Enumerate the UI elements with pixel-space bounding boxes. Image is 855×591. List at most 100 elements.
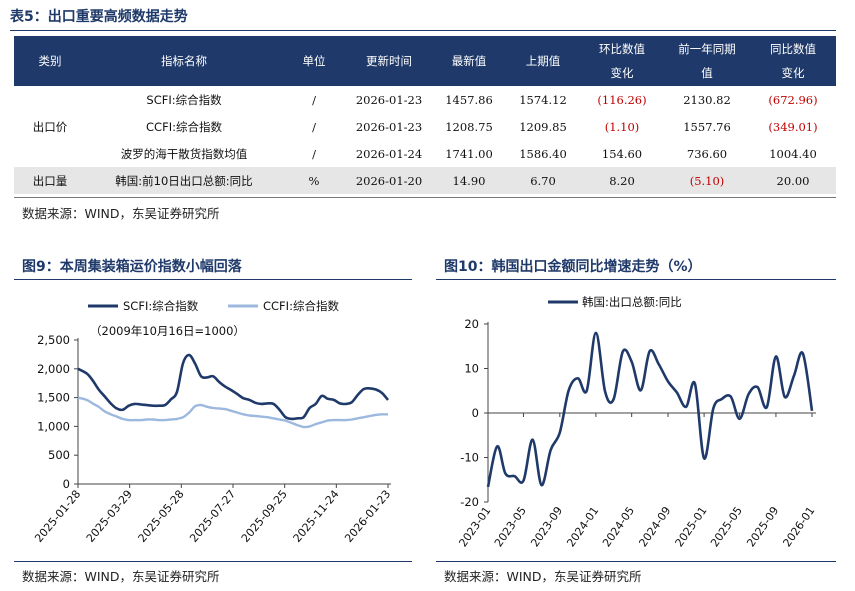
figure9-source: 数据来源：WIND，东吴证券研究所 xyxy=(22,569,220,584)
previous-value-cell: 1574.12 xyxy=(519,92,567,107)
year-ago-value-cell: 1557.76 xyxy=(683,119,731,134)
x-tick-label: 2023-05 xyxy=(492,504,529,549)
y-tick-label: 10 xyxy=(464,362,479,376)
yoy-change-cell: (349.01) xyxy=(768,119,818,134)
x-tick-label: 2025-07-27 xyxy=(187,488,238,545)
header-text: 上期值 xyxy=(525,54,561,68)
x-tick-label: 2025-01 xyxy=(673,504,710,549)
x-tick-label: 2025-03-29 xyxy=(84,488,135,545)
table-row: 出口量 韩国:前10日出口总额:同比% 2026-01-20 14.90 6.70 8.2… xyxy=(14,167,836,194)
x-tick-label: 2026-01 xyxy=(780,504,817,549)
table-header-cell: 指标名称 xyxy=(86,36,282,86)
yoy-change-cell: (672.96) xyxy=(768,92,818,107)
latest-value-cell: 1457.86 xyxy=(445,92,493,107)
x-tick-label: 2024-05 xyxy=(600,504,637,549)
latest-value-cell: 1208.75 xyxy=(445,119,493,134)
export-data-table: 类别 指标名称 单位 更新时间 最新值 上期值 环比数值 变化 前一年同期值同比数值 变化 出口价… xyxy=(14,36,836,194)
yoy-change-cell: 1004.40 xyxy=(769,146,817,161)
header-text: 类别 xyxy=(38,54,62,68)
y-tick-label: 500 xyxy=(48,448,70,462)
header-text: 变化 xyxy=(610,66,634,80)
x-tick-label: 2026-01-23 xyxy=(342,488,393,545)
header-text: 同比数值 xyxy=(770,42,816,56)
header-text: 前一年同期 xyxy=(678,42,736,56)
unit-cell: / xyxy=(312,119,316,134)
table-header-cell: 前一年同期值 xyxy=(664,36,750,86)
header-text: 变化 xyxy=(781,66,805,80)
legend-label: 韩国:出口总额:同比 xyxy=(582,295,682,309)
figure9-title-rule xyxy=(14,279,412,280)
latest-value-cell: 14.90 xyxy=(432,167,506,194)
header-text: 值 xyxy=(701,66,713,80)
date-cell: 2026-01-23 xyxy=(355,119,423,134)
series-line-korea-exports xyxy=(486,331,814,488)
table-header-cell: 最新值 xyxy=(432,36,506,86)
yoy-change-cell: 20.00 xyxy=(750,167,836,194)
table-header-row: 类别 指标名称 单位 更新时间 最新值 上期值 环比数值 变化 前一年同期值同比数值 变化 xyxy=(14,36,836,86)
figure10-bottom-rule xyxy=(436,561,836,562)
figure9-bottom-rule xyxy=(14,561,412,562)
previous-value-cell: 1209.85 xyxy=(519,119,567,134)
indicator-name-cell: 韩国:前10日出口总额:同比 xyxy=(86,167,282,194)
previous-value-cell: 6.70 xyxy=(506,167,580,194)
unit-cell: / xyxy=(312,92,316,107)
legend-label: CCFI:综合指数 xyxy=(263,299,339,313)
x-tick-label: 2025-11-24 xyxy=(291,488,342,545)
y-tick-label: 1,000 xyxy=(37,419,70,433)
previous-value-cell: 1586.40 xyxy=(519,146,567,161)
x-tick-label: 2025-09 xyxy=(744,504,781,549)
mom-change-cell: 8.20 xyxy=(580,167,664,194)
table-title: 表5：出口重要高频数据走势 xyxy=(10,9,188,25)
x-tick-label: 2024-01 xyxy=(564,504,601,549)
series-line-ccfi xyxy=(77,396,389,429)
year-ago-value-cell: (5.10) xyxy=(664,167,750,194)
series-line-scfi xyxy=(77,353,390,421)
x-tick-label: 2025-05 xyxy=(708,504,745,549)
latest-value-cell: 1741.00 xyxy=(445,146,493,161)
figure9-title: 图9：本周集装箱运价指数小幅回落 xyxy=(22,259,242,275)
figure10-title: 图10：韩国出口金额同比增速走势（%） xyxy=(444,259,702,275)
header-text: 更新时间 xyxy=(366,54,412,68)
indicator-name-cell: 波罗的海干散货指数均值 xyxy=(120,146,248,161)
y-tick-label: 0 xyxy=(63,477,70,491)
indicator-name-cell: SCFI:综合指数 xyxy=(146,92,222,107)
figure10-title-rule xyxy=(436,279,836,280)
indicator-name-cell: CCFI:综合指数 xyxy=(146,119,222,134)
table-header-cell: 同比数值 变化 xyxy=(750,36,836,86)
y-tick-label: 2,000 xyxy=(37,362,70,376)
legend-label: SCFI:综合指数 xyxy=(123,299,199,313)
year-ago-value-cell: 736.60 xyxy=(686,146,728,161)
figure9-chart: SCFI:综合指数 CCFI:综合指数 （2009年10月16日=1000） 0 500… xyxy=(32,299,393,545)
unit-cell: / xyxy=(312,146,316,161)
category-cell: 出口价 xyxy=(32,119,68,134)
table-header-cell: 上期值 xyxy=(506,36,580,86)
table-header-cell: 环比数值 变化 xyxy=(580,36,664,86)
table-source: 数据来源：WIND，东吴证券研究所 xyxy=(22,206,220,221)
year-ago-value-cell: 2130.82 xyxy=(683,92,731,107)
table-header-cell: 类别 xyxy=(14,36,86,86)
y-tick-label: 20 xyxy=(464,317,479,331)
x-tick-label: 2023-01 xyxy=(456,504,493,549)
table-row: 波罗的海干散货指数均值 / 2026-01-24 1741.00 1586.40 154.… xyxy=(14,140,836,167)
header-text: 最新值 xyxy=(451,54,487,68)
x-tick-label: 2025-05-28 xyxy=(136,488,187,545)
y-tick-label: -20 xyxy=(460,495,479,509)
table-row: 出口价 SCFI:综合指数 / 2026-01-23 1457.86 1574.12 (11… xyxy=(14,86,836,134)
table-bottom-rule xyxy=(14,197,836,198)
x-tick-label: 2024-09 xyxy=(636,504,673,549)
x-tick-label: 2025-09-25 xyxy=(239,488,290,545)
header-text: 指标名称 xyxy=(161,54,207,68)
header-text: 单位 xyxy=(302,54,326,68)
table-row: CCFI:综合指数 / 2026-01-23 1208.75 1209.85 (1.10)… xyxy=(14,113,836,140)
header-text: 环比数值 xyxy=(599,42,645,56)
date-cell: 2026-01-23 xyxy=(355,92,423,107)
y-tick-label: -10 xyxy=(460,451,479,465)
chart-annotation: （2009年10月16日=1000） xyxy=(90,324,245,338)
y-tick-label: 1,500 xyxy=(37,391,70,405)
date-cell: 2026-01-20 xyxy=(346,167,432,194)
title-rule xyxy=(10,30,836,31)
mom-change-cell: (116.26) xyxy=(597,92,647,107)
category-cell: 出口量 xyxy=(14,167,86,194)
y-tick-label: 0 xyxy=(472,406,479,420)
